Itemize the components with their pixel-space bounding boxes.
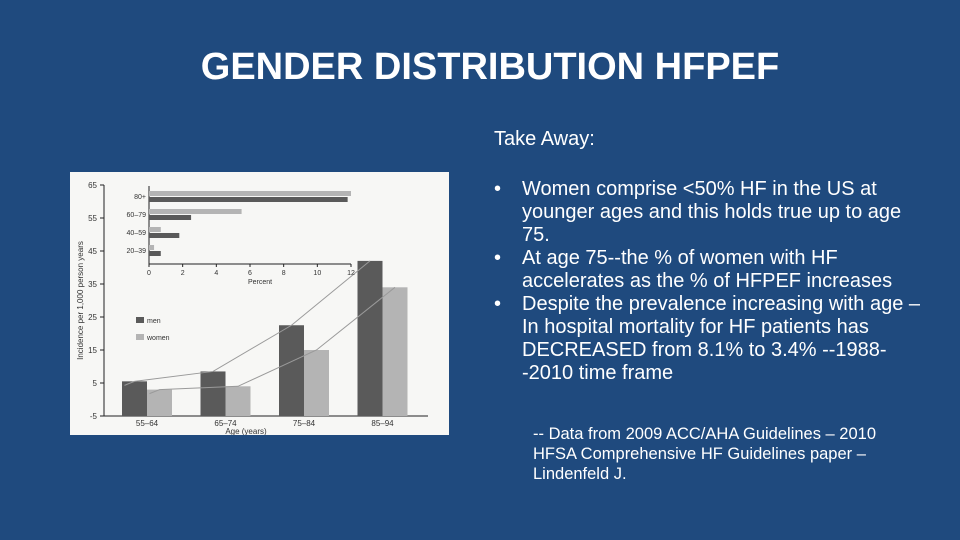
inset-bar-men [149, 215, 192, 220]
inset-category-label: 20–39 [127, 248, 147, 255]
bar-men [122, 381, 147, 416]
bar-men [357, 260, 383, 416]
bar-women [382, 287, 408, 416]
inset-x-tick-label: 0 [147, 270, 151, 277]
x-tick-label: 55–64 [136, 419, 159, 428]
incidence-chart: -5 5 15 25 35 45 55 65 Incidence per 1,000 perso… [76, 181, 428, 436]
bullet-item: • Women comprise <50% HF in the US at yo… [494, 178, 924, 247]
inset-x-tick-label: 12 [347, 270, 355, 277]
bullet-item: • At age 75--the % of women with HF acce… [494, 247, 924, 293]
bullet-glyph: • [494, 293, 502, 315]
inset-x-tick-label: 6 [248, 270, 252, 277]
x-tick-label: 65–74 [214, 419, 237, 428]
inset-bar-women [149, 209, 242, 214]
bullet-text: At age 75--the % of women with HF accele… [522, 247, 893, 292]
inset-bar-women [149, 227, 161, 232]
legend-label: men [147, 318, 161, 325]
inset-category-label: 40–59 [127, 230, 147, 237]
x-tick-label: 85–94 [371, 419, 394, 428]
legend-label: women [146, 335, 170, 342]
y-tick-label: 5 [93, 379, 98, 388]
bullet-text: Women comprise <50% HF in the US at youn… [522, 178, 902, 246]
x-axis-label: Age (years) [225, 427, 267, 435]
bullet-list: • Women comprise <50% HF in the US at yo… [494, 178, 924, 385]
bar-men [279, 325, 304, 416]
inset-bar-women [149, 245, 155, 250]
inset-x-tick-label: 4 [214, 270, 218, 277]
bullet-text: Despite the prevalence increasing with a… [522, 293, 921, 384]
y-tick-label: -5 [90, 412, 98, 421]
takeaway-label: Take Away: [494, 128, 595, 150]
inset-bar-men [149, 197, 348, 202]
x-tick-label: 75–84 [293, 419, 316, 428]
y-tick-label: 15 [88, 346, 97, 355]
bullet-item: • Despite the prevalence increasing with… [494, 293, 924, 385]
bullet-glyph: • [494, 178, 502, 200]
inset-x-tick-label: 2 [181, 270, 185, 277]
chart-figure: -5 5 15 25 35 45 55 65 Incidence per 1,000 perso… [70, 172, 449, 436]
y-tick-label: 35 [88, 280, 97, 289]
slide-title: GENDER DISTRIBUTION HFPEF [200, 46, 780, 88]
trend-line-men [124, 260, 371, 386]
bar-men [200, 371, 226, 416]
y-axis-label: Incidence per 1,000 person years [76, 241, 85, 360]
inset-bar-men [149, 251, 161, 256]
y-tick-label: 55 [88, 214, 97, 223]
source-note: -- Data from 2009 ACC/AHA Guidelines – 2… [533, 425, 877, 483]
bar-women [225, 386, 251, 416]
trend-line-women [149, 286, 396, 395]
inset-x-axis-label: Percent [248, 279, 272, 286]
inset-bar-men [149, 233, 180, 238]
inset-category-label: 60–79 [127, 212, 147, 219]
bullet-glyph: • [494, 247, 502, 269]
inset-x-tick-label: 10 [313, 270, 321, 277]
bar-women [147, 389, 172, 416]
y-tick-label: 65 [88, 181, 97, 190]
y-tick-label: 25 [88, 313, 97, 322]
inset-category-label: 80+ [134, 194, 146, 201]
legend-swatch-men [136, 317, 144, 323]
legend-swatch-women [136, 334, 144, 340]
y-tick-label: 45 [88, 247, 97, 256]
inset-x-tick-label: 8 [282, 270, 286, 277]
inset-bar-women [149, 191, 351, 196]
bar-women [304, 350, 329, 416]
